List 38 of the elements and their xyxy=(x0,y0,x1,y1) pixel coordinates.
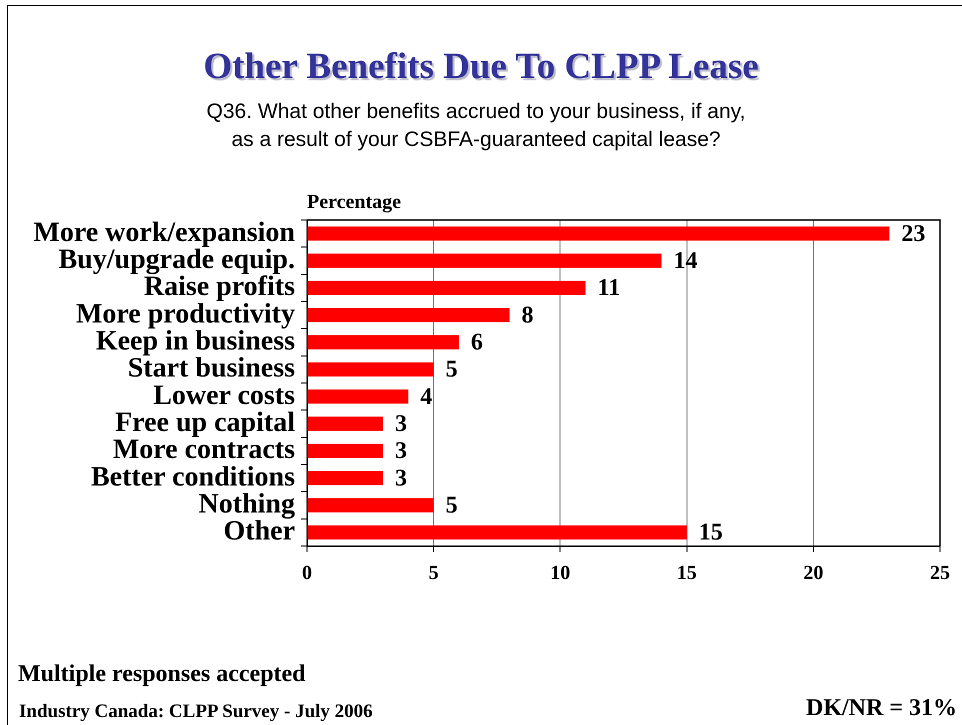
data-label: 3 xyxy=(394,465,407,492)
bar xyxy=(308,471,383,486)
data-label: 3 xyxy=(394,438,407,464)
text: Multiple responses accepted xyxy=(18,661,306,688)
chart-subtitle: Q36. What other benefits accrued to your business, if any, as a result of your CSBFA-guaranteed capital lease? xyxy=(206,99,746,153)
bar xyxy=(308,254,662,268)
text: Industry Canada: CLPP Survey - July 2006 xyxy=(19,701,373,723)
y-tick-label: More work/expansion xyxy=(33,216,296,248)
data-label: 15 xyxy=(698,520,723,546)
x-tick-label: 10 xyxy=(550,562,570,584)
data-label: 5 xyxy=(446,492,458,518)
x-tick-label: 20 xyxy=(803,562,824,584)
bar xyxy=(308,335,459,350)
bar xyxy=(308,308,510,322)
data-label: 11 xyxy=(598,275,620,302)
bar xyxy=(308,226,890,241)
bar xyxy=(308,498,434,512)
bar xyxy=(308,525,687,540)
bar xyxy=(308,390,408,404)
bar xyxy=(308,444,383,458)
x-axis-title: Percentage xyxy=(307,191,402,214)
x-tick-label: 15 xyxy=(676,562,697,584)
chart-title: Other Benefits Due To CLPP Lease xyxy=(202,45,760,88)
x-tick-label: 0 xyxy=(302,562,312,584)
x-tick-label: 5 xyxy=(428,562,439,584)
bar xyxy=(308,362,434,376)
y-tick-label: Lower costs xyxy=(153,380,296,411)
x-tick-label: 25 xyxy=(930,562,950,584)
data-label: 14 xyxy=(673,248,698,274)
data-label: 8 xyxy=(522,302,534,328)
data-label: 6 xyxy=(470,329,483,356)
bar xyxy=(308,280,586,295)
data-label: 3 xyxy=(394,410,407,437)
data-label: 23 xyxy=(901,220,926,247)
bar xyxy=(308,416,383,431)
text: DK/NR = 31% xyxy=(806,695,957,722)
data-label: 5 xyxy=(446,356,458,383)
data-label: 4 xyxy=(420,384,432,410)
